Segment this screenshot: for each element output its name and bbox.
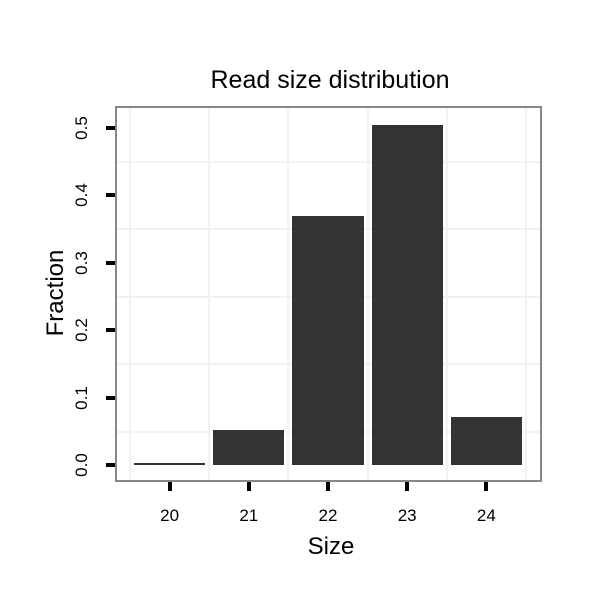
x-tick-label: 23 xyxy=(397,506,417,525)
y-axis-title: Fraction xyxy=(42,249,69,337)
bar-size-20 xyxy=(133,462,206,466)
y-axis-tick xyxy=(106,328,115,333)
minor-gridline-vertical xyxy=(524,108,527,480)
x-axis-tick xyxy=(325,482,330,491)
chart-title: Read size distribution xyxy=(210,66,450,94)
minor-gridline-horizontal xyxy=(117,160,540,163)
minor-gridline-vertical xyxy=(287,108,290,480)
x-tick-label: 24 xyxy=(476,506,496,525)
x-axis-tick xyxy=(484,482,489,491)
bar-size-22 xyxy=(292,215,364,466)
bar-size-23 xyxy=(371,124,443,466)
minor-gridline-vertical xyxy=(445,108,448,480)
y-axis-tick xyxy=(106,463,115,468)
y-axis-tick xyxy=(106,395,115,400)
bar-size-21 xyxy=(213,429,285,466)
y-tick-label: 0.4 xyxy=(72,183,91,208)
x-tick-label: 22 xyxy=(318,506,338,525)
y-axis-tick xyxy=(106,193,115,198)
y-tick-label: 0.3 xyxy=(72,251,91,275)
minor-gridline-vertical xyxy=(128,108,131,480)
y-axis-tick xyxy=(106,125,115,130)
minor-gridline-vertical xyxy=(366,108,369,480)
y-tick-label: 0.2 xyxy=(72,318,91,343)
x-axis-tick xyxy=(246,482,251,491)
x-axis-tick xyxy=(167,482,172,491)
x-tick-label: 20 xyxy=(160,506,180,525)
y-tick-label: 0.0 xyxy=(72,453,91,478)
plot-panel xyxy=(115,106,542,482)
y-axis-tick xyxy=(106,260,115,265)
x-axis-tick xyxy=(405,482,410,491)
bar-size-24 xyxy=(450,416,522,466)
x-tick-label: 21 xyxy=(239,506,259,525)
y-tick-label: 0.1 xyxy=(72,386,91,410)
x-axis-title: Size xyxy=(307,533,355,560)
y-tick-label: 0.5 xyxy=(72,116,91,140)
minor-gridline-vertical xyxy=(208,108,211,480)
